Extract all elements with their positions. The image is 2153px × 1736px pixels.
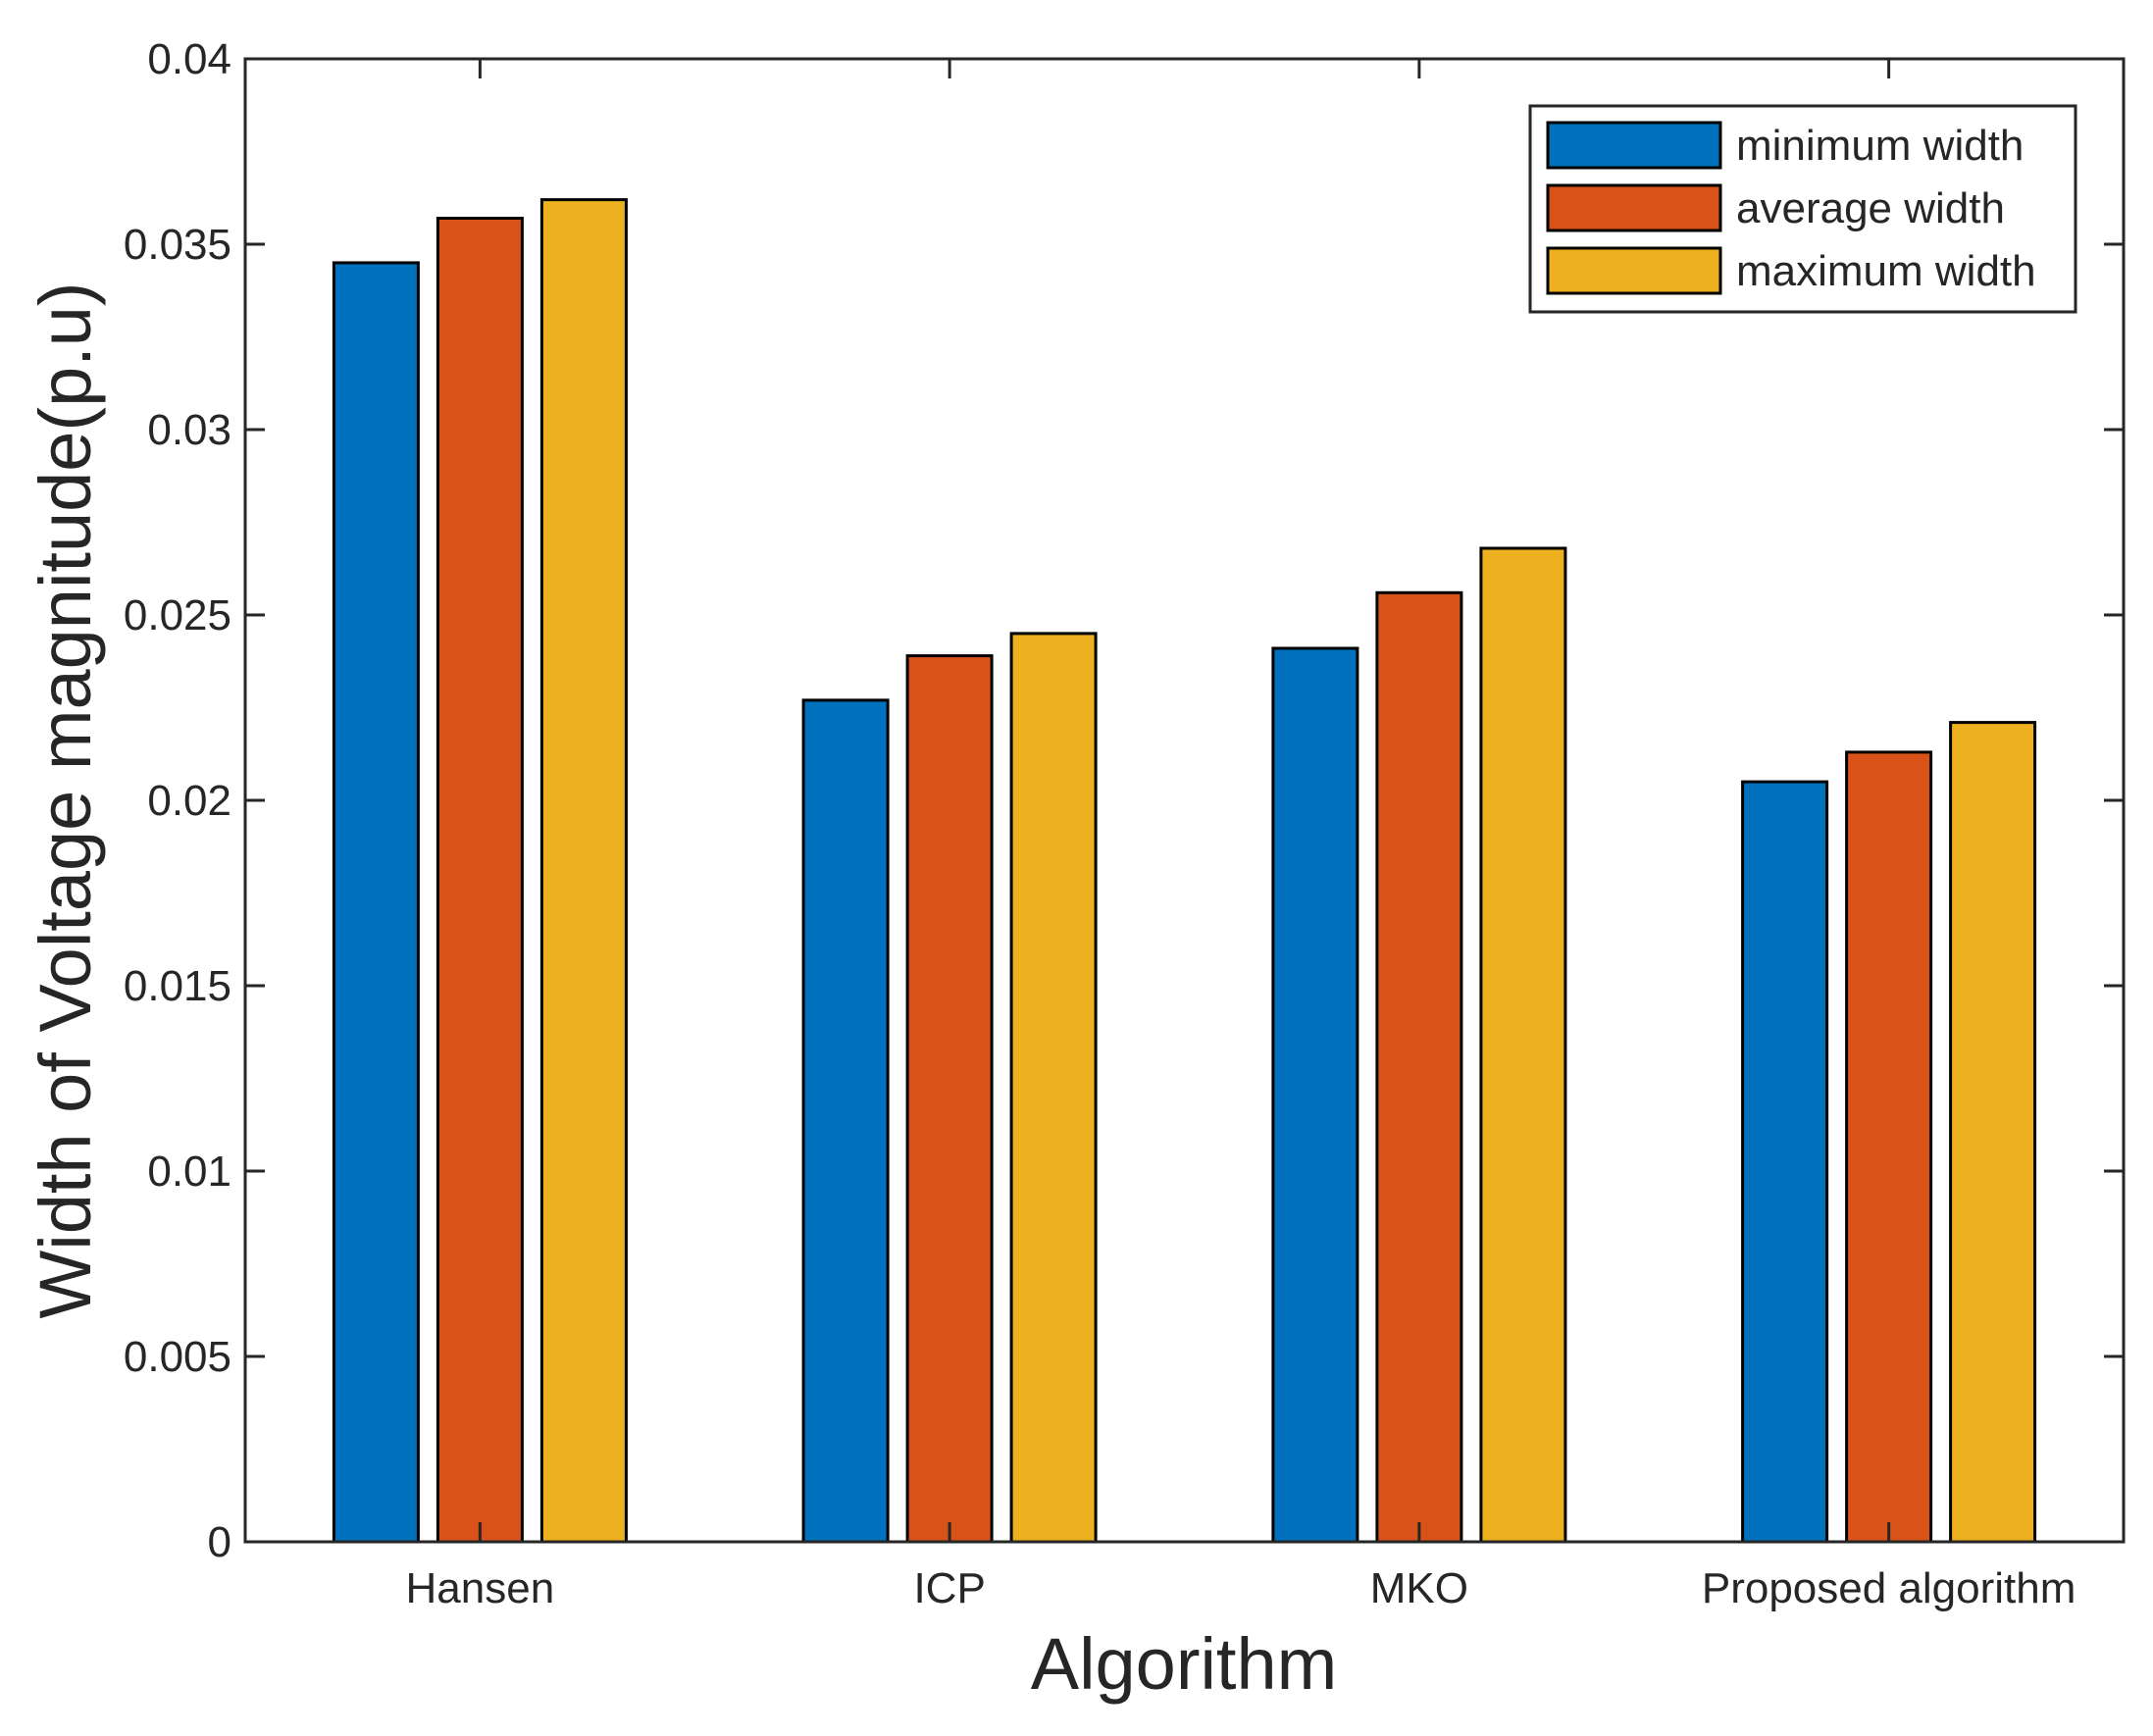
x-tick-label: ICP [913,1564,985,1612]
bar-hansen-average-width [436,217,524,1544]
y-tick-label: 0 [208,1518,231,1566]
y-tick-label: 0.015 [124,962,231,1010]
x-axis-title: Algorithm [1031,1623,1338,1705]
bar-mko-minimum-width [1271,646,1359,1544]
bar-proposed-algorithm-minimum-width [1741,780,1829,1544]
y-ticks-group: 0 0.005 0.01 0.015 0.02 0.025 0.03 0.035 0.04 [124,35,2124,1566]
bar-icp-average-width [905,654,994,1544]
bar-mko-maximum-width [1479,546,1567,1544]
axes-box [243,57,2126,1544]
x-ticks-group: Hansen ICP MKO Proposed algorithm [406,59,2076,1612]
legend-swatch [1546,121,1722,170]
x-tick-label: Proposed algorithm [1702,1564,2076,1612]
y-tick-label: 0.005 [124,1333,231,1381]
bar-mko-average-width [1375,590,1463,1544]
bar-proposed-algorithm-average-width [1845,750,1933,1544]
legend-label: minimum width [1736,122,2024,170]
bars-group [332,198,2037,1544]
legend-swatch [1546,183,1722,232]
y-tick-label: 0.02 [147,777,231,825]
y-tick-label: 0.035 [124,221,231,269]
y-tick-label: 0.04 [147,35,231,83]
bar-proposed-algorithm-maximum-width [1949,721,2037,1544]
bar-hansen-minimum-width [332,261,420,1544]
legend: minimum width average width maximum width [1528,104,2077,314]
y-axis-title: Width of Voltage magnitude(p.u) [25,281,106,1318]
y-tick-label: 0.01 [147,1148,231,1196]
legend-label: average width [1736,184,2005,232]
legend-swatch [1546,246,1722,295]
legend-label: maximum width [1736,247,2036,295]
bar-icp-minimum-width [801,698,890,1544]
y-tick-label: 0.025 [124,591,231,639]
bar-icp-maximum-width [1009,632,1098,1544]
x-tick-label: Hansen [406,1564,555,1612]
bar-hansen-maximum-width [539,198,628,1544]
y-tick-label: 0.03 [147,406,231,454]
x-tick-label: MKO [1370,1564,1468,1612]
